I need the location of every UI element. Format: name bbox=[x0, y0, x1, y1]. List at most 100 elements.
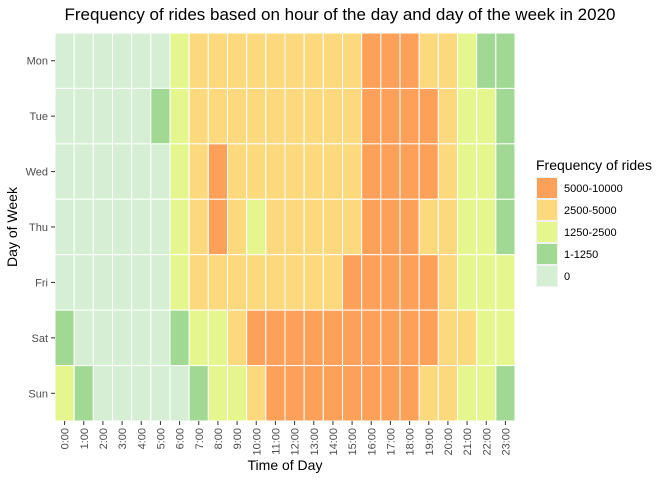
heatmap-cell-fri-6 bbox=[169, 254, 190, 311]
x-tick-label: 8:00 bbox=[213, 428, 225, 449]
heatmap-cell-sat-17 bbox=[380, 309, 401, 367]
legend: Frequency of rides 5000-10000 2500-5000 12… bbox=[536, 157, 652, 287]
heatmap-cell-thu-3 bbox=[112, 198, 133, 256]
heatmap-cell-tue-11 bbox=[265, 87, 286, 145]
heatmap-cell-thu-13 bbox=[303, 198, 324, 256]
heatmap-cell-thu-19 bbox=[418, 198, 439, 256]
heatmap-cell-fri-20 bbox=[437, 254, 459, 311]
x-axis-title: Time of Day bbox=[248, 457, 323, 473]
heatmap-cell-mon-18 bbox=[399, 32, 420, 89]
heatmap-cell-sun-2 bbox=[92, 365, 114, 422]
y-tick-label: Mon bbox=[27, 56, 48, 68]
heatmap-cell-sun-21 bbox=[457, 365, 478, 422]
heatmap-cell-fri-12 bbox=[284, 254, 305, 311]
heatmap-cell-sat-20 bbox=[437, 309, 459, 367]
heatmap-cell-tue-21 bbox=[457, 87, 478, 145]
heatmap-cell-sun-4 bbox=[131, 365, 152, 422]
heatmap-cell-wed-14 bbox=[322, 143, 344, 200]
heatmap-cell-fri-3 bbox=[112, 254, 133, 311]
y-tick-label: Thu bbox=[29, 222, 48, 234]
heatmap-cell-tue-14 bbox=[322, 87, 344, 145]
heatmap-cell-sat-10 bbox=[246, 309, 267, 367]
x-tick-label: 5:00 bbox=[155, 428, 167, 449]
heatmap-cell-thu-18 bbox=[399, 198, 420, 256]
legend-label: 2500-5000 bbox=[564, 205, 617, 217]
x-tick-label: 4:00 bbox=[136, 428, 148, 449]
heatmap-cell-fri-16 bbox=[361, 254, 382, 311]
heatmap-cell-thu-0 bbox=[54, 198, 75, 256]
heatmap-cell-tue-5 bbox=[150, 87, 171, 145]
heatmap-cell-wed-5 bbox=[150, 143, 171, 200]
heatmap-cell-fri-2 bbox=[92, 254, 114, 311]
heatmap-cell-tue-7 bbox=[188, 87, 209, 145]
heatmap-cell-tue-23 bbox=[495, 87, 516, 145]
heatmap-cell-sat-16 bbox=[361, 309, 382, 367]
legend-swatch bbox=[537, 222, 557, 242]
heatmap-cell-mon-0 bbox=[54, 32, 75, 89]
heatmap-cell-mon-23 bbox=[495, 32, 516, 89]
heatmap-cell-thu-16 bbox=[361, 198, 382, 256]
heatmap-cell-mon-4 bbox=[131, 32, 152, 89]
heatmap-cell-wed-18 bbox=[399, 143, 420, 200]
x-tick-label: 7:00 bbox=[194, 428, 206, 449]
heatmap-cell-sun-22 bbox=[476, 365, 497, 422]
heatmap-cell-fri-18 bbox=[399, 254, 420, 311]
heatmap-cell-wed-2 bbox=[92, 143, 114, 200]
heatmap-cell-sun-14 bbox=[322, 365, 344, 422]
heatmap-cell-wed-6 bbox=[169, 143, 190, 200]
heatmap-cell-sat-8 bbox=[207, 309, 228, 367]
x-tick-label: 18:00 bbox=[405, 428, 417, 456]
heatmap-cell-tue-1 bbox=[73, 87, 94, 145]
legend-swatch bbox=[537, 244, 557, 264]
heatmap-cell-thu-7 bbox=[188, 198, 209, 256]
heatmap-cell-tue-12 bbox=[284, 87, 305, 145]
heatmap-cell-mon-15 bbox=[342, 32, 363, 89]
heatmap-cell-sat-23 bbox=[495, 309, 516, 367]
legend-label: 0 bbox=[564, 271, 570, 283]
heatmap-cell-fri-8 bbox=[207, 254, 228, 311]
x-tick-label: 1:00 bbox=[79, 428, 91, 449]
heatmap-cell-tue-20 bbox=[437, 87, 459, 145]
heatmap-cell-thu-9 bbox=[227, 198, 248, 256]
heatmap-cell-mon-13 bbox=[303, 32, 324, 89]
chart-title: Frequency of rides based on hour of the … bbox=[65, 5, 616, 24]
heatmap-cell-fri-4 bbox=[131, 254, 152, 311]
heatmap-cell-tue-4 bbox=[131, 87, 152, 145]
heatmap-cell-fri-0 bbox=[54, 254, 75, 311]
heatmap-cell-wed-10 bbox=[246, 143, 267, 200]
heatmap-cell-mon-2 bbox=[92, 32, 114, 89]
heatmap-cell-thu-22 bbox=[476, 198, 497, 256]
heatmap-cell-sat-22 bbox=[476, 309, 497, 367]
heatmap-cell-thu-5 bbox=[150, 198, 171, 256]
heatmap-cell-tue-0 bbox=[54, 87, 75, 145]
heatmap-cell-sun-9 bbox=[227, 365, 248, 422]
heatmap-cell-wed-17 bbox=[380, 143, 401, 200]
heatmap-cell-tue-22 bbox=[476, 87, 497, 145]
legend-swatch bbox=[537, 266, 557, 286]
heatmap-cell-wed-9 bbox=[227, 143, 248, 200]
legend-label: 1-1250 bbox=[564, 249, 598, 261]
y-tick-label: Tue bbox=[29, 111, 48, 123]
heatmap-cell-wed-22 bbox=[476, 143, 497, 200]
heatmap-cell-thu-11 bbox=[265, 198, 286, 256]
heatmap-cell-thu-8 bbox=[207, 198, 228, 256]
heatmap-cell-mon-3 bbox=[112, 32, 133, 89]
x-axis-ticks: 0:00 1:00 2:00 3:00 4:00 5:00 6:00 7:00 8:00 9:00… bbox=[60, 421, 512, 456]
heatmap-cell-wed-1 bbox=[73, 143, 94, 200]
heatmap-cell-sat-4 bbox=[131, 309, 152, 367]
heatmap-cell-wed-13 bbox=[303, 143, 324, 200]
heatmap-cell-sat-1 bbox=[73, 309, 94, 367]
x-tick-label: 0:00 bbox=[60, 428, 72, 449]
heatmap-cell-wed-8 bbox=[207, 143, 228, 200]
heatmap-cell-thu-20 bbox=[437, 198, 459, 256]
heatmap-cell-sun-11 bbox=[265, 365, 286, 422]
heatmap-cell-mon-21 bbox=[457, 32, 478, 89]
y-axis-title: Day of Week bbox=[4, 186, 20, 267]
heatmap-cell-wed-4 bbox=[131, 143, 152, 200]
heatmap-cell-thu-4 bbox=[131, 198, 152, 256]
heatmap-cell-wed-21 bbox=[457, 143, 478, 200]
x-tick-label: 3:00 bbox=[117, 428, 129, 449]
x-tick-label: 19:00 bbox=[424, 428, 436, 456]
heatmap-cell-sat-21 bbox=[457, 309, 478, 367]
